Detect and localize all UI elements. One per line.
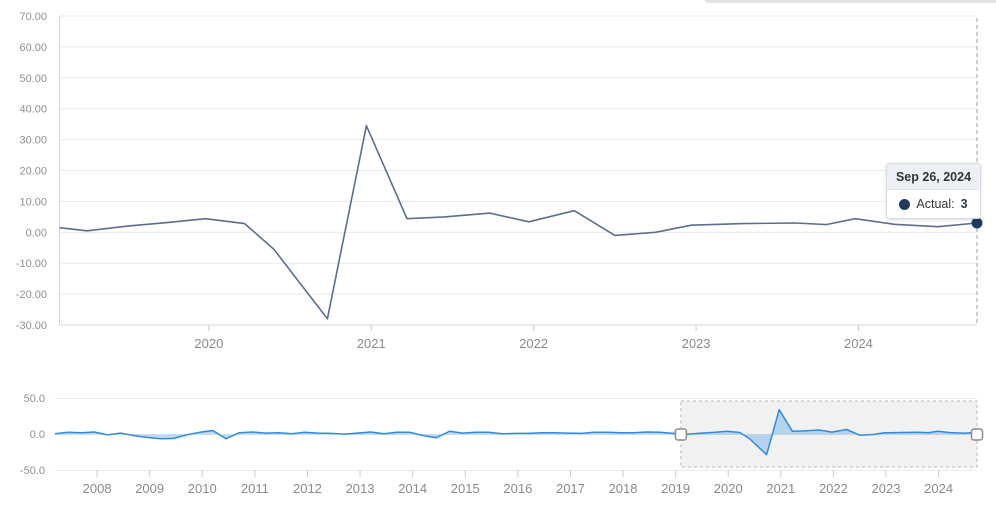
nav-x-axis-label: 2017 bbox=[556, 481, 585, 496]
nav-x-axis-label: 2011 bbox=[241, 481, 269, 496]
y-axis-label: -20.00 bbox=[16, 289, 47, 301]
series-marker-dot bbox=[899, 198, 911, 210]
nav-x-axis-label: 2022 bbox=[819, 481, 848, 496]
nav-x-axis-label: 2009 bbox=[135, 481, 164, 496]
nav-x-axis-label: 2015 bbox=[451, 481, 480, 496]
tooltip-date: Sep 26, 2024 bbox=[887, 164, 980, 190]
nav-x-axis-label: 2008 bbox=[83, 481, 112, 496]
actual-series-line bbox=[59, 124, 978, 320]
nav-x-axis-label: 2012 bbox=[293, 481, 322, 496]
nav-x-axis-label: 2019 bbox=[661, 481, 690, 496]
nav-x-axis-label: 2010 bbox=[188, 481, 217, 496]
x-axis-label: 2021 bbox=[357, 336, 386, 351]
tooltip: Sep 26, 2024 Actual: 3 bbox=[886, 163, 981, 219]
nav-series-line bbox=[54, 408, 978, 456]
nav-x-axis-label: 2024 bbox=[924, 481, 953, 496]
y-axis-label: -10.00 bbox=[16, 258, 47, 270]
nav-x-axis-label: 2023 bbox=[872, 481, 901, 496]
x-axis-label: 2023 bbox=[682, 336, 711, 351]
nav-x-axis-label: 2013 bbox=[346, 481, 375, 496]
last-point-marker bbox=[971, 217, 983, 229]
y-axis-label: 10.00 bbox=[19, 196, 47, 208]
y-axis-label: 70.00 bbox=[19, 11, 47, 23]
cropped-toolbar-edge bbox=[705, 0, 996, 3]
tooltip-series-label: Actual: bbox=[916, 197, 955, 211]
y-axis-label: 50.00 bbox=[19, 73, 47, 85]
y-axis-label: 40.00 bbox=[19, 104, 47, 116]
x-axis-label: 2022 bbox=[519, 336, 548, 351]
tooltip-row: Actual: 3 bbox=[887, 190, 980, 218]
y-axis-label: 20.00 bbox=[19, 166, 47, 178]
nav-area-fill bbox=[55, 409, 977, 455]
nav-y-axis-label: -50.0 bbox=[20, 465, 45, 477]
y-axis-label: -30.00 bbox=[16, 320, 47, 332]
nav-y-axis-label: 0.0 bbox=[30, 429, 45, 441]
main-plot-hover-area[interactable] bbox=[60, 16, 978, 325]
nav-y-axis-label: 50.0 bbox=[24, 393, 45, 405]
x-axis-label: 2020 bbox=[194, 336, 223, 351]
nav-x-axis-label: 2020 bbox=[714, 481, 743, 496]
main-price-chart[interactable]: 70.00 60.00 50.00 40.00 30.00 20.00 10.00 0.00 -… bbox=[0, 0, 996, 370]
navigator-handle-right[interactable] bbox=[970, 428, 984, 441]
y-axis-label: 0.00 bbox=[26, 227, 47, 239]
y-axis-label: 30.00 bbox=[19, 135, 47, 147]
nav-x-axis-label: 2021 bbox=[766, 481, 795, 496]
navigator-handle-left[interactable] bbox=[674, 428, 688, 441]
y-axis-label: 60.00 bbox=[19, 42, 47, 54]
nav-x-axis-label: 2018 bbox=[609, 481, 638, 496]
range-navigator[interactable]: 50.0 0.0 -50.0 2008 2009 2010 2011 2012 2013 2014… bbox=[0, 385, 996, 510]
nav-x-axis-label: 2016 bbox=[503, 481, 532, 496]
nav-x-axis-label: 2014 bbox=[398, 481, 427, 496]
x-axis-label: 2024 bbox=[844, 336, 873, 351]
tooltip-value: 3 bbox=[960, 197, 968, 211]
